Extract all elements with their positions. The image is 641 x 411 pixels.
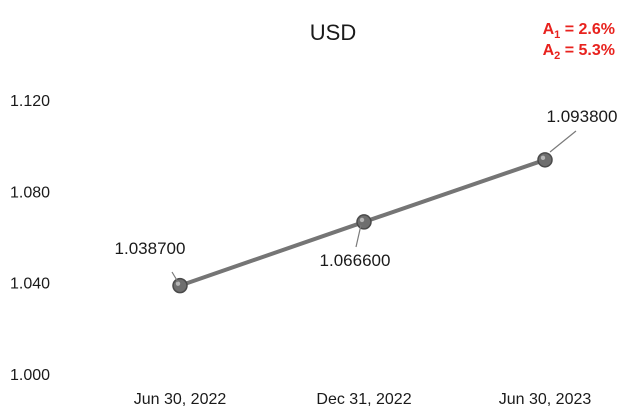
annotation-box: A1 = 2.6%A2 = 5.3%: [543, 21, 615, 62]
data-point: [172, 277, 188, 294]
y-tick-label: 1.040: [10, 276, 50, 293]
data-point-highlight: [359, 217, 365, 223]
annotation-2: A2 = 5.3%: [543, 42, 615, 62]
data-labels: 1.038700 1.066600 1.093800: [115, 107, 618, 283]
data-point: [356, 214, 372, 230]
chart-title: USD: [310, 20, 356, 45]
series-usd: [172, 152, 553, 294]
annotation-1: A1 = 2.6%: [543, 21, 615, 41]
y-tick-label: 1.000: [10, 367, 50, 384]
data-label: 1.038700: [115, 239, 186, 258]
x-tick-label: Dec 31, 2022: [316, 391, 411, 408]
data-point: [537, 152, 553, 168]
x-tick-label: Jun 30, 2023: [499, 391, 592, 408]
data-label-leader: [549, 130, 577, 153]
data-label: 1.093800: [547, 107, 618, 126]
data-label-leader: [355, 224, 362, 248]
data-label: 1.066600: [320, 251, 391, 270]
y-axis-ticks: 1.000 1.040 1.080 1.120: [10, 93, 50, 384]
data-point-highlight: [175, 281, 181, 286]
y-tick-label: 1.080: [10, 184, 50, 201]
x-axis-ticks: Jun 30, 2022 Dec 31, 2022 Jun 30, 2023: [134, 391, 592, 408]
y-tick-label: 1.120: [10, 93, 50, 110]
x-tick-label: Jun 30, 2022: [134, 391, 227, 408]
data-point-highlight: [540, 155, 546, 161]
data-label-leader: [171, 271, 179, 283]
